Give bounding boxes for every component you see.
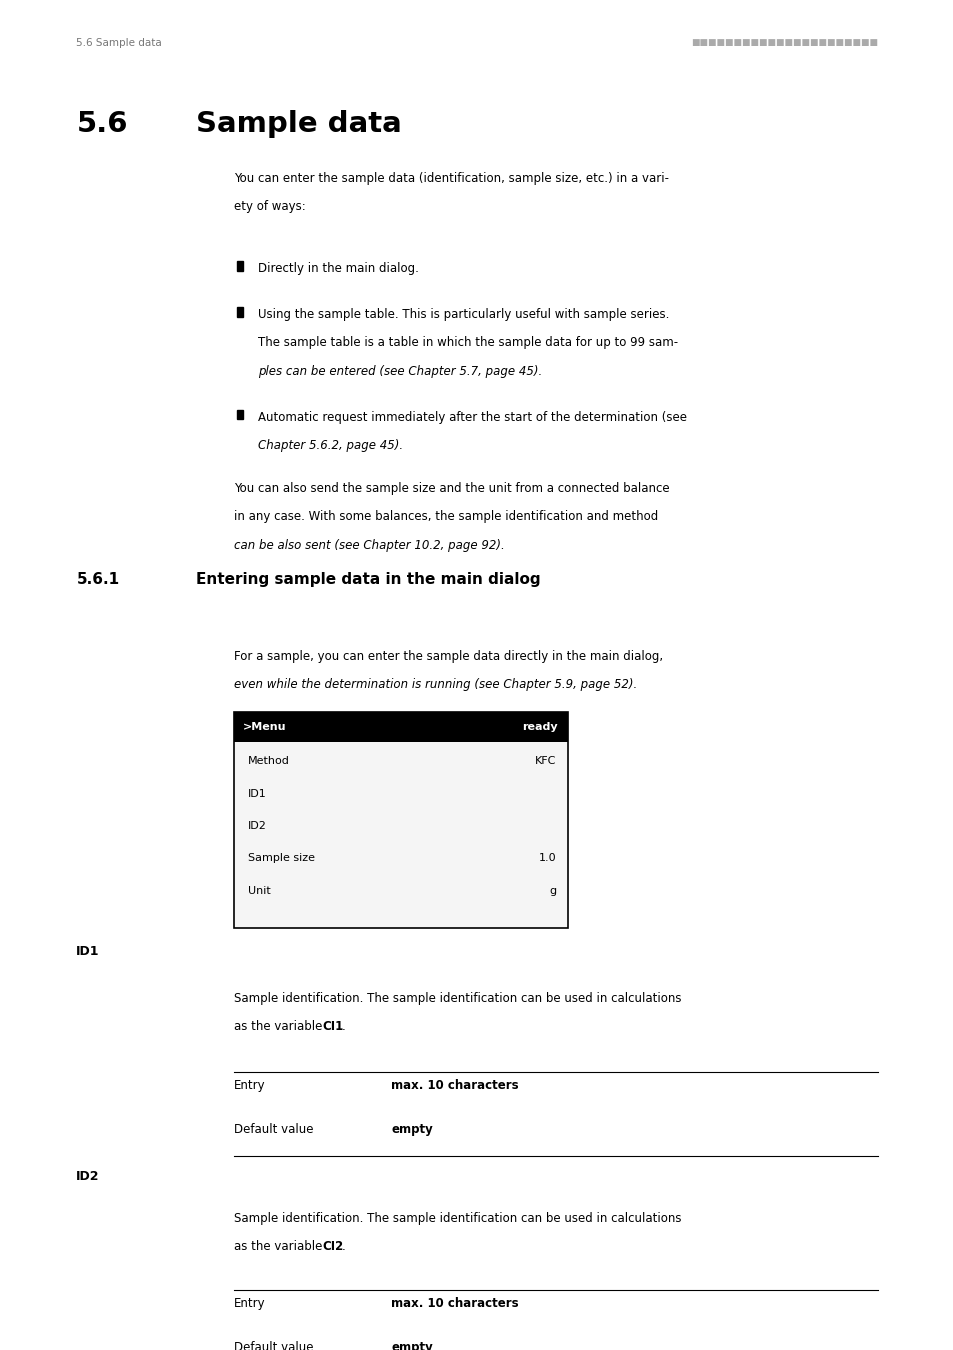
Text: Method: Method bbox=[248, 756, 290, 767]
Text: ples can be entered (see Chapter 5.7, page 45).: ples can be entered (see Chapter 5.7, pa… bbox=[257, 364, 541, 378]
Text: Sample identification. The sample identification can be used in calculations: Sample identification. The sample identi… bbox=[233, 992, 680, 1004]
Text: You can enter the sample data (identification, sample size, etc.) in a vari-: You can enter the sample data (identific… bbox=[233, 171, 668, 185]
Text: empty: empty bbox=[391, 1123, 433, 1137]
Text: ety of ways:: ety of ways: bbox=[233, 200, 305, 213]
Text: ready: ready bbox=[522, 722, 558, 732]
Text: CI1: CI1 bbox=[322, 1021, 343, 1033]
Bar bbox=[236, 308, 243, 317]
Text: KFC: KFC bbox=[535, 756, 556, 767]
Text: .: . bbox=[341, 1241, 345, 1253]
Bar bbox=[233, 711, 567, 741]
Text: ID2: ID2 bbox=[76, 1170, 100, 1183]
Text: Entry: Entry bbox=[233, 1079, 265, 1092]
Text: For a sample, you can enter the sample data directly in the main dialog,: For a sample, you can enter the sample d… bbox=[233, 649, 662, 663]
Text: The sample table is a table in which the sample data for up to 99 sam-: The sample table is a table in which the… bbox=[257, 336, 677, 350]
Text: 5.6.1: 5.6.1 bbox=[76, 572, 119, 587]
Text: CI2: CI2 bbox=[322, 1241, 343, 1253]
Text: ID1: ID1 bbox=[76, 945, 100, 958]
Text: Sample data: Sample data bbox=[195, 109, 401, 138]
Text: even while the determination is running (see Chapter 5.9, page 52).: even while the determination is running … bbox=[233, 678, 637, 691]
Text: can be also sent (see Chapter 10.2, page 92).: can be also sent (see Chapter 10.2, page… bbox=[233, 539, 504, 552]
Text: max. 10 characters: max. 10 characters bbox=[391, 1079, 518, 1092]
Text: Entry: Entry bbox=[233, 1297, 265, 1310]
Text: Entering sample data in the main dialog: Entering sample data in the main dialog bbox=[195, 572, 539, 587]
Bar bbox=[233, 711, 567, 927]
Text: 5.6: 5.6 bbox=[76, 109, 128, 138]
Bar bbox=[236, 262, 243, 271]
Text: Unit: Unit bbox=[248, 886, 271, 896]
Text: ■■■■■■■■■■■■■■■■■■■■■■: ■■■■■■■■■■■■■■■■■■■■■■ bbox=[690, 38, 877, 47]
Text: 1.0: 1.0 bbox=[538, 853, 556, 864]
Text: .: . bbox=[341, 1021, 345, 1033]
Text: >Menu: >Menu bbox=[243, 722, 287, 732]
Text: You can also send the sample size and the unit from a connected balance: You can also send the sample size and th… bbox=[233, 482, 669, 495]
Text: in any case. With some balances, the sample identification and method: in any case. With some balances, the sam… bbox=[233, 510, 658, 524]
Bar bbox=[236, 410, 243, 420]
Text: Directly in the main dialog.: Directly in the main dialog. bbox=[257, 262, 418, 275]
Text: g: g bbox=[549, 886, 556, 896]
Text: Default value: Default value bbox=[233, 1342, 313, 1350]
Text: ID1: ID1 bbox=[248, 788, 267, 799]
Text: ID2: ID2 bbox=[248, 821, 267, 832]
Text: Chapter 5.6.2, page 45).: Chapter 5.6.2, page 45). bbox=[257, 439, 402, 452]
Text: 5.6 Sample data: 5.6 Sample data bbox=[76, 38, 162, 49]
Text: empty: empty bbox=[391, 1342, 433, 1350]
Text: Default value: Default value bbox=[233, 1123, 313, 1137]
Text: max. 10 characters: max. 10 characters bbox=[391, 1297, 518, 1310]
Text: Using the sample table. This is particularly useful with sample series.: Using the sample table. This is particul… bbox=[257, 308, 668, 321]
Text: as the variable: as the variable bbox=[233, 1021, 326, 1033]
Text: Sample size: Sample size bbox=[248, 853, 314, 864]
Text: as the variable: as the variable bbox=[233, 1241, 326, 1253]
Text: Sample identification. The sample identification can be used in calculations: Sample identification. The sample identi… bbox=[233, 1212, 680, 1224]
Text: Automatic request immediately after the start of the determination (see: Automatic request immediately after the … bbox=[257, 410, 686, 424]
